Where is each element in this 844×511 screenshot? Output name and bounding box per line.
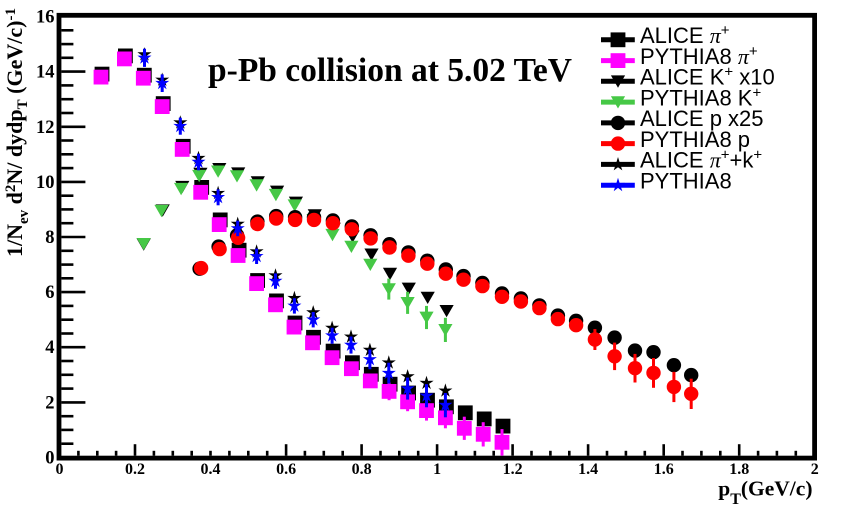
svg-text:PYTHIA8 p: PYTHIA8 p: [640, 127, 750, 152]
svg-text:16: 16: [36, 8, 55, 28]
svg-text:0.6: 0.6: [276, 461, 296, 478]
svg-text:0.8: 0.8: [352, 461, 372, 478]
svg-text:0.4: 0.4: [201, 461, 221, 478]
svg-text:ALICE π++k+: ALICE π++k+: [640, 147, 762, 173]
svg-text:0: 0: [56, 461, 64, 478]
svg-text:pT(GeV/c): pT(GeV/c): [718, 477, 812, 509]
svg-text:ALICE π+: ALICE π+: [640, 22, 730, 48]
svg-text:ALICE K+ x10: ALICE K+ x10: [640, 64, 775, 90]
svg-text:PYTHIA8 K+: PYTHIA8 K+: [640, 84, 761, 110]
svg-text:4: 4: [45, 338, 54, 358]
svg-text:14: 14: [36, 63, 55, 83]
svg-text:1.8: 1.8: [729, 461, 749, 478]
svg-text:0.2: 0.2: [125, 461, 145, 478]
svg-text:1/Nev d2N/ dydpT (GeV/c)-1: 1/Nev d2N/ dydpT (GeV/c)-1: [2, 8, 32, 257]
svg-text:1.4: 1.4: [578, 461, 598, 478]
svg-text:1: 1: [433, 461, 441, 478]
svg-text:1.6: 1.6: [654, 461, 674, 478]
svg-text:10: 10: [36, 173, 55, 193]
svg-text:ALICE p x25: ALICE p x25: [640, 106, 764, 131]
svg-text:2: 2: [45, 393, 54, 413]
svg-text:6: 6: [45, 283, 54, 303]
svg-text:8: 8: [45, 228, 54, 248]
svg-text:PYTHIA8: PYTHIA8: [640, 168, 732, 193]
svg-text:0: 0: [45, 449, 54, 469]
svg-text:p-Pb collision at 5.02 TeV: p-Pb collision at 5.02 TeV: [208, 52, 572, 89]
svg-text:2: 2: [811, 461, 819, 478]
svg-text:1.2: 1.2: [503, 461, 523, 478]
svg-text:12: 12: [36, 118, 55, 138]
svg-text:PYTHIA8 π+: PYTHIA8 π+: [640, 43, 758, 69]
